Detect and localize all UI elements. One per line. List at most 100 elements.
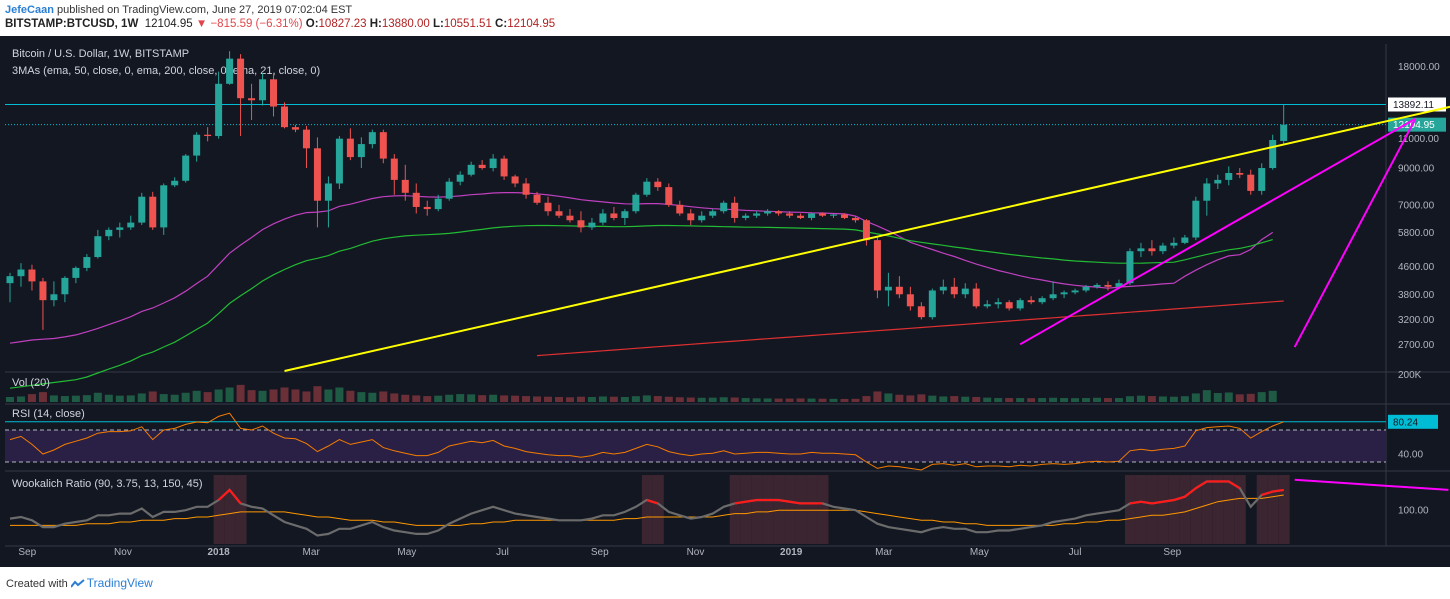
volume-bar: [159, 394, 168, 402]
candle-up: [1071, 290, 1079, 293]
rsi-value-box: [1388, 414, 1438, 429]
candle-down: [478, 164, 486, 169]
volume-bar: [664, 396, 673, 402]
wookalich-axis-label: 100.00: [1398, 506, 1429, 517]
candle-up: [808, 213, 816, 218]
volume-bar: [71, 395, 80, 402]
candle-up: [1258, 168, 1266, 191]
candle-down: [544, 202, 552, 212]
volume-bar: [401, 394, 410, 402]
candle-down: [149, 196, 157, 228]
wookalich-highlight: [1256, 475, 1268, 544]
candle-down: [906, 294, 914, 307]
candle-up: [632, 194, 640, 212]
x-axis-tick-label: 2018: [207, 547, 230, 558]
tradingview-brand[interactable]: TradingView: [86, 576, 153, 590]
candle-down: [291, 127, 299, 130]
high-label: H:: [369, 18, 382, 30]
volume-bar: [1158, 396, 1167, 402]
volume-axis-label: 200K: [1398, 370, 1422, 381]
volume-bar: [555, 396, 563, 402]
volume-bar: [598, 396, 607, 402]
volume-bar: [1038, 398, 1047, 402]
volume-bar: [1114, 398, 1123, 402]
y-axis-tick-label: 9000.00: [1398, 164, 1435, 175]
volume-bar: [708, 397, 717, 402]
volume-bar: [917, 394, 926, 402]
candle-up: [830, 214, 837, 216]
close-label: C:: [495, 18, 508, 30]
volume-bar: [851, 398, 860, 402]
wookalich-hot-segment: [734, 500, 746, 505]
candle-up: [1049, 294, 1057, 299]
price-marker-label: 13892.11: [1393, 100, 1434, 111]
x-axis-tick-label: Jul: [496, 547, 509, 558]
candle-down: [665, 187, 673, 205]
volume-bar: [1071, 398, 1080, 402]
candle-up: [1170, 242, 1178, 246]
volume-bar: [1147, 396, 1156, 402]
candle-down: [1104, 284, 1112, 287]
volume-bar: [741, 398, 750, 402]
candle-down: [687, 213, 695, 221]
volume-bar: [489, 394, 498, 402]
volume-bar: [313, 386, 322, 402]
wookalich-highlight: [1146, 475, 1158, 544]
candle-up: [643, 181, 651, 195]
candle-up: [764, 211, 772, 214]
x-axis-tick-label: Sep: [1163, 547, 1181, 558]
symbol-name[interactable]: BITSTAMP:BTCUSD, 1W: [5, 18, 139, 30]
volume-bar: [642, 395, 651, 402]
candle-up: [961, 288, 969, 295]
price-marker-label: 12104.95: [1393, 120, 1435, 131]
volume-bar: [324, 389, 333, 402]
candle-down: [873, 240, 881, 291]
wookalich-highlight: [729, 475, 741, 544]
y-axis-tick-label: 7000.00: [1398, 200, 1435, 211]
volume-bar: [1005, 398, 1014, 402]
volume-bar: [203, 392, 212, 402]
candle-down: [313, 148, 321, 201]
candle-up: [445, 181, 453, 199]
wookalich-hot-segment: [1195, 480, 1208, 490]
wookalich-hot-segment: [1261, 490, 1274, 497]
volume-bar: [796, 398, 805, 402]
volume-bar: [1191, 393, 1200, 402]
candle-up: [1280, 124, 1288, 141]
wookalich-highlight: [1124, 475, 1136, 544]
volume-bar: [807, 398, 816, 402]
candle-up: [742, 215, 750, 218]
candle-down: [270, 79, 278, 107]
x-axis-tick-label: Mar: [875, 547, 893, 558]
author-name[interactable]: JefeCaan: [5, 4, 54, 16]
candle-up: [259, 79, 267, 101]
rsi-line: [9, 412, 1284, 471]
y-axis-tick-label: 18000.00: [1398, 62, 1440, 73]
volume-bar: [609, 396, 618, 402]
candle-down: [851, 217, 859, 221]
volume-bar: [818, 398, 827, 402]
price-chart[interactable]: Sep Nov 2018 Mar May Jul Sep Nov 2019 Mar May Jul Se…: [0, 36, 1450, 567]
volume-bar: [565, 397, 574, 402]
volume-bar: [434, 395, 443, 402]
candle-down: [731, 202, 739, 218]
volume-bar: [511, 395, 520, 402]
ema-50-line: [9, 224, 1273, 389]
wookalich-hot-segment: [217, 489, 231, 501]
candle-down: [577, 220, 585, 228]
volume-bar: [1213, 393, 1222, 402]
volume-bar: [1082, 398, 1091, 402]
candle-up: [1060, 292, 1068, 295]
price-marker-box: [1388, 97, 1446, 112]
volume-bar: [192, 390, 201, 402]
wookalich-highlight: [1157, 475, 1169, 544]
rsi-band: [5, 430, 1386, 462]
volume-bar: [258, 390, 267, 402]
candle-up: [467, 164, 475, 175]
candle-down: [237, 58, 245, 99]
y-axis-tick-label: 2700.00: [1398, 340, 1435, 351]
candle-down: [522, 183, 530, 195]
volume-bar: [137, 393, 146, 402]
candle-down: [566, 215, 574, 221]
volume-bar: [412, 395, 421, 402]
